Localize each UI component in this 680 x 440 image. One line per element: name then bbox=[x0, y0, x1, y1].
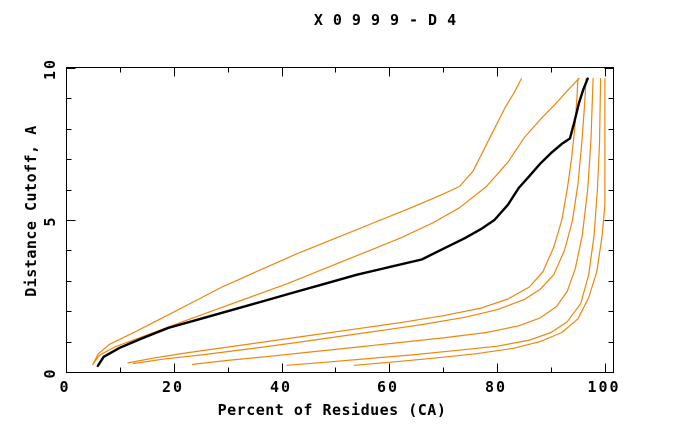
series-line-comparison-model-7 bbox=[353, 77, 606, 366]
x-tick-label: 0 bbox=[59, 378, 70, 396]
x-tick-label: 80 bbox=[485, 378, 507, 396]
series-line-comparison-model-3 bbox=[127, 77, 579, 364]
y-tick-label: 0 bbox=[41, 367, 59, 378]
series-line-comparison-model-6 bbox=[286, 77, 602, 366]
y-axis-label: Distance Cutoff, A bbox=[22, 125, 40, 297]
series-line-comparison-model-1 bbox=[92, 77, 523, 365]
x-axis-label: Percent of Residues (CA) bbox=[217, 401, 447, 419]
x-tick-label: 40 bbox=[270, 378, 292, 396]
plot-frame bbox=[66, 67, 614, 373]
x-tick-label: 100 bbox=[587, 378, 620, 396]
y-tick-label: 5 bbox=[41, 215, 59, 226]
series-line-comparison-model-4 bbox=[132, 77, 587, 365]
series-line-comparison-model-2 bbox=[92, 77, 580, 365]
series-line-highlighted-model-X0999-D4 bbox=[96, 77, 589, 368]
x-tick-label: 20 bbox=[162, 378, 184, 396]
y-tick-label: 10 bbox=[41, 58, 59, 80]
chart-title: X0999-D4 bbox=[313, 11, 467, 29]
series-line-comparison-model-5 bbox=[192, 77, 594, 365]
x-tick-label: 60 bbox=[377, 378, 399, 396]
